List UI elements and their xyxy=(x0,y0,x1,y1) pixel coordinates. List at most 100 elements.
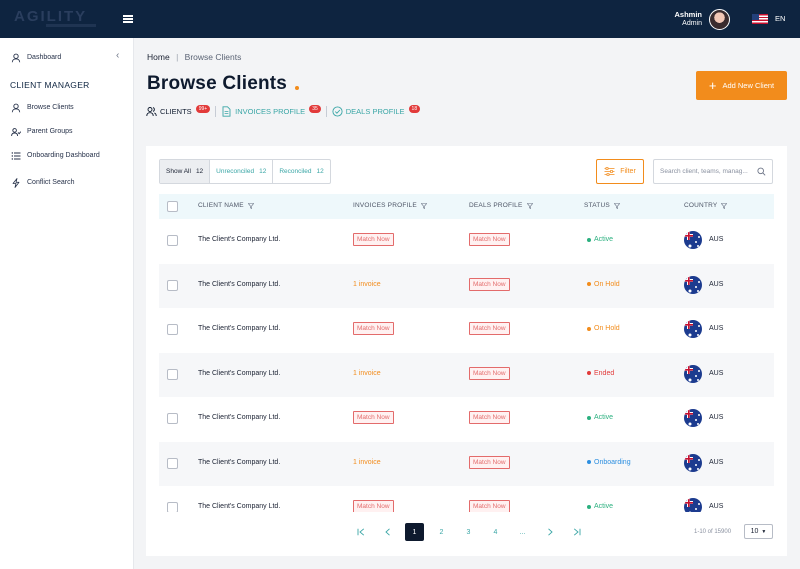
row-checkbox[interactable] xyxy=(167,368,178,380)
tab-deals-profile[interactable]: DEALS PROFILE 18 xyxy=(332,104,421,117)
segment-reconciled[interactable]: Reconciled 12 xyxy=(273,160,329,183)
invoices-count-link[interactable]: 1 invoice xyxy=(353,458,381,466)
table-row[interactable]: The Client's Company Ltd. Match Now Match … xyxy=(159,397,774,441)
status-dot xyxy=(587,460,591,464)
client-name[interactable]: The Client's Company Ltd. xyxy=(198,503,281,510)
deals-match-now-button[interactable]: Match Now xyxy=(469,233,510,246)
funnel-icon[interactable] xyxy=(721,202,728,209)
sidebar-item-parent-groups[interactable]: Parent Groups xyxy=(10,126,73,137)
bolt-icon xyxy=(10,177,21,188)
sidebar-item-browse-clients[interactable]: Browse Clients xyxy=(10,102,74,113)
sidebar-item-label: Browse Clients xyxy=(27,104,74,111)
row-checkbox[interactable] xyxy=(167,279,178,291)
invoices-count-link[interactable]: 1 invoice xyxy=(353,280,381,288)
status-badge: Active xyxy=(587,414,613,421)
australia-flag-icon xyxy=(684,320,702,338)
add-new-client-button[interactable]: + Add New Client xyxy=(696,71,787,100)
user-name[interactable]: Ashmin xyxy=(674,10,702,19)
client-name[interactable]: The Client's Company Ltd. xyxy=(198,325,281,332)
client-name[interactable]: The Client's Company Ltd. xyxy=(198,458,281,466)
column-header-invoices-profile[interactable]: INVOICES PROFILE xyxy=(353,202,427,209)
row-checkbox[interactable] xyxy=(167,235,178,246)
funnel-icon[interactable] xyxy=(613,202,620,209)
invoices-match-now-button[interactable]: Match Now xyxy=(353,500,394,512)
invoices-match-now-button[interactable]: Match Now xyxy=(353,322,394,335)
page-2[interactable]: 2 xyxy=(439,528,444,536)
tab-label: CLIENTS xyxy=(160,107,192,116)
client-name[interactable]: The Client's Company Ltd. xyxy=(198,280,281,288)
deals-match-now-button[interactable]: Match Now xyxy=(469,455,510,469)
invoices-match-now-button[interactable]: Match Now xyxy=(353,411,394,424)
page-3[interactable]: 3 xyxy=(466,528,471,536)
first-page-icon[interactable] xyxy=(351,523,370,541)
table-row[interactable]: The Client's Company Ltd. 1 invoice Match … xyxy=(159,263,774,308)
table-row[interactable]: The Client's Company Ltd. Match Now Match … xyxy=(159,486,774,512)
invoices-match-now-button[interactable]: Match Now xyxy=(353,233,394,246)
country-code: AUS xyxy=(709,325,724,332)
segment-show-all[interactable]: Show All 12 xyxy=(160,160,211,183)
deals-match-now-button[interactable]: Match Now xyxy=(469,500,510,512)
search-input[interactable] xyxy=(660,168,758,175)
client-name[interactable]: The Client's Company Ltd. xyxy=(198,236,281,243)
menu-icon[interactable] xyxy=(123,15,133,23)
australia-flag-icon xyxy=(684,364,702,383)
table-row[interactable]: The Client's Company Ltd. 1 invoice Match … xyxy=(159,352,774,397)
app-logo[interactable]: AGILITY xyxy=(14,8,88,25)
status-label: On Hold xyxy=(594,325,620,332)
status-badge: Active xyxy=(587,236,613,243)
page-4[interactable]: 4 xyxy=(493,528,498,536)
page-ellipsis: ... xyxy=(519,528,526,536)
row-checkbox[interactable] xyxy=(167,413,178,424)
page-1[interactable]: 1 xyxy=(405,523,424,541)
next-page-icon[interactable] xyxy=(540,523,559,541)
client-name[interactable]: The Client's Company Ltd. xyxy=(198,369,281,377)
status-dot xyxy=(587,415,591,420)
per-page-select[interactable]: 10 ▼ xyxy=(744,524,773,539)
breadcrumb-home[interactable]: Home xyxy=(147,52,170,62)
collapse-sidebar-icon[interactable]: ‹ xyxy=(116,50,120,61)
prev-page-icon[interactable] xyxy=(378,523,397,541)
column-header-status[interactable]: STATUS xyxy=(584,202,620,209)
table-row[interactable]: The Client's Company Ltd. 1 invoice Match … xyxy=(159,441,774,486)
column-header-client-name[interactable]: CLIENT NAME xyxy=(198,202,254,209)
funnel-icon[interactable] xyxy=(526,202,533,209)
segment-unreconciled[interactable]: Unreconciled 12 xyxy=(210,160,274,183)
funnel-icon[interactable] xyxy=(247,202,254,209)
deals-match-now-button[interactable]: Match Now xyxy=(469,411,510,424)
avatar[interactable] xyxy=(709,9,730,30)
select-all-checkbox[interactable] xyxy=(167,201,178,212)
status-badge: Active xyxy=(587,503,613,510)
deals-match-now-button[interactable]: Match Now xyxy=(469,366,510,380)
row-checkbox[interactable] xyxy=(167,324,178,335)
table-row[interactable]: The Client's Company Ltd. Match Now Match … xyxy=(159,308,774,352)
status-badge: On Hold xyxy=(587,281,620,288)
deals-match-now-button[interactable]: Match Now xyxy=(469,277,510,291)
client-name[interactable]: The Client's Company Ltd. xyxy=(198,414,281,421)
clients-card: Show All 12 Unreconciled 12 Reconciled 12 F… xyxy=(146,146,787,556)
column-label: INVOICES PROFILE xyxy=(353,202,417,209)
tab-invoices-profile[interactable]: INVOICES PROFILE 35 xyxy=(221,104,321,117)
last-page-icon[interactable] xyxy=(567,523,586,541)
deals-match-now-button[interactable]: Match Now xyxy=(469,322,510,335)
funnel-icon[interactable] xyxy=(420,202,427,209)
column-header-country[interactable]: COUNTRY xyxy=(684,202,728,209)
sidebar-section-title: CLIENT MANAGER xyxy=(10,80,90,90)
us-flag-icon[interactable] xyxy=(752,14,768,24)
sidebar-item-conflict-search[interactable]: Conflict Search xyxy=(10,177,74,188)
caret-down-icon: ▼ xyxy=(761,528,767,535)
search-icon[interactable] xyxy=(757,167,766,176)
invoices-count-link[interactable]: 1 invoice xyxy=(353,369,381,377)
tab-clients[interactable]: CLIENTS 99+ xyxy=(146,104,211,117)
table-row[interactable]: The Client's Company Ltd. Match Now Match … xyxy=(159,219,774,263)
sidebar-item-dashboard[interactable]: Dashboard xyxy=(10,52,61,63)
row-checkbox[interactable] xyxy=(167,502,178,512)
sliders-icon xyxy=(604,167,615,176)
row-checkbox[interactable] xyxy=(167,457,178,469)
column-header-deals-profile[interactable]: DEALS PROFILE xyxy=(469,202,533,209)
filter-button[interactable]: Filter xyxy=(596,159,644,184)
profile-tabs: CLIENTS 99+ INVOICES PROFILE 35 DEALS PR… xyxy=(146,104,421,117)
title-accent-dot xyxy=(295,86,299,90)
language-selector[interactable]: EN xyxy=(775,14,786,23)
sidebar-item-label: Parent Groups xyxy=(27,128,73,135)
sidebar-item-onboarding-dashboard[interactable]: Onboarding Dashboard xyxy=(10,150,100,161)
